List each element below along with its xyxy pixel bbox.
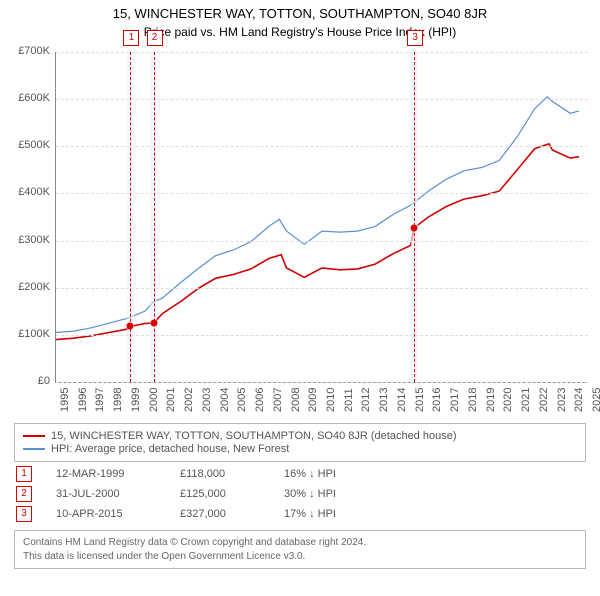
x-tick-label: 1998 [112,388,124,412]
series-hpi [56,97,579,333]
sale-date: 10-APR-2015 [56,508,156,520]
sale-index-box: 3 [16,506,32,522]
footer: Contains HM Land Registry data © Crown c… [14,530,586,569]
line-series-svg [56,52,588,382]
legend-swatch [23,435,45,437]
sale-delta: 16% ↓ HPI [284,468,384,480]
event-marker: 1 [123,30,139,46]
y-tick-label: £400K [5,186,50,198]
sale-row: 2 31-JUL-2000 £125,000 30% ↓ HPI [16,486,584,502]
legend-label: 15, WINCHESTER WAY, TOTTON, SOUTHAMPTON,… [51,430,457,442]
x-tick-label: 2022 [538,388,550,412]
event-marker: 3 [407,30,423,46]
y-tick-label: £600K [5,92,50,104]
y-tick-label: £300K [5,234,50,246]
x-tick-label: 2000 [148,388,160,412]
x-tick-label: 2009 [307,388,319,412]
x-tick-label: 2008 [290,388,302,412]
sale-date: 31-JUL-2000 [56,488,156,500]
x-tick-label: 2001 [165,388,177,412]
x-tick-label: 2015 [414,388,426,412]
x-tick-label: 2002 [183,388,195,412]
chart-subtitle: Price paid vs. HM Land Registry's House … [0,25,600,39]
sale-price: £125,000 [180,488,260,500]
x-tick-label: 2023 [556,388,568,412]
event-marker: 2 [147,30,163,46]
x-tick-label: 1997 [94,388,106,412]
chart-title: 15, WINCHESTER WAY, TOTTON, SOUTHAMPTON,… [0,6,600,21]
x-tick-label: 2016 [431,388,443,412]
y-tick-label: £200K [5,281,50,293]
x-tick-label: 2013 [378,388,390,412]
sale-price: £327,000 [180,508,260,520]
sale-index-box: 1 [16,466,32,482]
x-tick-label: 2014 [396,388,408,412]
x-tick-label: 2017 [449,388,461,412]
legend-label: HPI: Average price, detached house, New … [51,443,289,455]
legend-row: 15, WINCHESTER WAY, TOTTON, SOUTHAMPTON,… [23,430,577,442]
x-tick-label: 2025 [591,388,600,412]
legend-row: HPI: Average price, detached house, New … [23,443,577,455]
x-tick-label: 2020 [502,388,514,412]
sale-delta: 17% ↓ HPI [284,508,384,520]
x-tick-label: 2006 [254,388,266,412]
plot-area: 123 [55,52,588,383]
sale-dot [150,320,157,327]
x-tick-label: 2018 [467,388,479,412]
y-tick-label: £500K [5,139,50,151]
x-tick-label: 2011 [343,388,355,412]
y-tick-label: £100K [5,328,50,340]
x-tick-label: 2012 [360,388,372,412]
sale-dot [127,323,134,330]
sales-list: 1 12-MAR-1999 £118,000 16% ↓ HPI 2 31-JUL-200… [0,466,600,522]
x-tick-label: 2019 [485,388,497,412]
x-tick-label: 1996 [77,388,89,412]
sale-delta: 30% ↓ HPI [284,488,384,500]
x-tick-label: 1995 [59,388,71,412]
footer-line-1: Contains HM Land Registry data © Crown c… [23,536,577,550]
y-tick-label: £700K [5,45,50,57]
x-tick-label: 2024 [573,388,585,412]
sale-row: 1 12-MAR-1999 £118,000 16% ↓ HPI [16,466,584,482]
x-tick-label: 1999 [130,388,142,412]
x-tick-label: 2004 [219,388,231,412]
y-tick-label: £0 [5,375,50,387]
legend-swatch [23,448,45,450]
series-property [56,144,579,340]
footer-line-2: This data is licensed under the Open Gov… [23,550,577,564]
sale-dot [411,224,418,231]
x-tick-label: 2021 [520,388,532,412]
sale-price: £118,000 [180,468,260,480]
sale-date: 12-MAR-1999 [56,468,156,480]
sale-index-box: 2 [16,486,32,502]
x-tick-label: 2007 [272,388,284,412]
x-tick-label: 2005 [236,388,248,412]
chart-area: £0 £100K £200K £300K £400K £500K £600K £700K 12… [5,47,595,417]
chart-container: 15, WINCHESTER WAY, TOTTON, SOUTHAMPTON,… [0,6,600,596]
x-tick-label: 2003 [201,388,213,412]
x-tick-label: 2010 [325,388,337,412]
legend: 15, WINCHESTER WAY, TOTTON, SOUTHAMPTON,… [14,423,586,462]
sale-row: 3 10-APR-2015 £327,000 17% ↓ HPI [16,506,584,522]
